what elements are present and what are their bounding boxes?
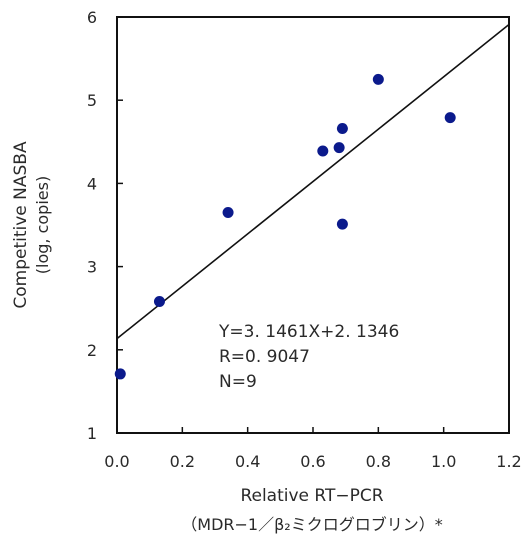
y-tick-label: 4 (87, 174, 97, 193)
x-tick-label: 0.0 (104, 452, 129, 471)
y-tick-label: 3 (87, 258, 97, 277)
data-point (114, 368, 126, 380)
annotation-text: N=9 (219, 372, 257, 392)
y-tick-label: 1 (87, 424, 97, 443)
regression-line (116, 23, 510, 340)
data-point (222, 207, 234, 219)
x-tick-label: 0.2 (170, 452, 195, 471)
data-point (333, 142, 345, 154)
y-tick-label: 6 (87, 8, 97, 27)
x-tick-label: 1.0 (431, 452, 456, 471)
x-axis-label: Relative RT−PCR (240, 486, 383, 506)
y-tick-label: 5 (87, 91, 97, 110)
x-tick-label: 0.6 (300, 452, 325, 471)
annotations: Y=3. 1461X+2. 1346 R=0. 9047 N=9 (218, 322, 399, 392)
y-axis-sublabel: (log, copies) (33, 176, 52, 274)
data-point (444, 112, 456, 124)
data-point (336, 218, 348, 230)
x-axis-sublabel: （MDR−1／β₂ミクログロブリン）* (181, 515, 442, 534)
y-axis-label: Competitive NASBA (11, 141, 31, 309)
annotation-text: R=0. 9047 (219, 347, 310, 367)
annotation-text: Y=3. 1461X+2. 1346 (218, 322, 399, 342)
x-tick-label: 0.8 (366, 452, 391, 471)
ticks: 0.0 0.2 0.4 0.6 0.8 1.0 1.2 1 2 3 4 5 6 (87, 8, 522, 471)
data-point (372, 73, 384, 85)
data-point (317, 145, 329, 157)
plot-frame (116, 16, 510, 434)
x-tick-label: 1.2 (496, 452, 521, 471)
data-points (114, 73, 456, 380)
y-tick-label: 2 (87, 341, 97, 360)
regression-group (116, 23, 510, 340)
data-point (336, 122, 348, 134)
axes (116, 16, 510, 434)
data-point (153, 296, 165, 308)
axis-labels: Relative RT−PCR （MDR−1／β₂ミクログロブリン）* Comp… (11, 141, 443, 534)
x-tick-label: 0.4 (235, 452, 260, 471)
